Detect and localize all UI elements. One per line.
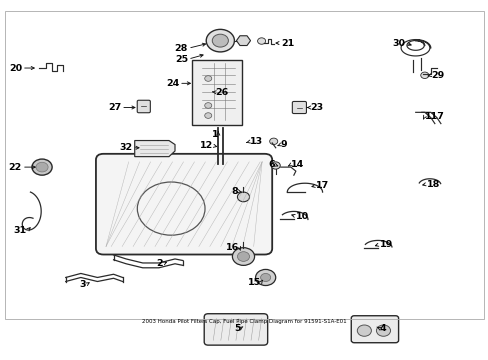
Text: 22: 22	[9, 163, 22, 172]
Text: 5: 5	[233, 324, 240, 333]
Circle shape	[257, 38, 265, 44]
Circle shape	[237, 192, 249, 202]
Text: 10: 10	[295, 212, 308, 221]
Text: 21: 21	[280, 39, 293, 48]
Text: 17: 17	[315, 181, 328, 190]
Polygon shape	[236, 36, 250, 45]
Text: 16: 16	[226, 243, 239, 252]
Text: 6: 6	[267, 160, 274, 169]
Text: 23: 23	[309, 103, 323, 112]
Text: 30: 30	[392, 39, 405, 48]
Text: 117: 117	[424, 112, 444, 121]
FancyBboxPatch shape	[292, 102, 306, 113]
Circle shape	[420, 72, 428, 78]
Circle shape	[269, 138, 277, 145]
Circle shape	[271, 162, 280, 169]
Text: 20: 20	[9, 63, 22, 72]
Text: 4: 4	[379, 324, 386, 333]
Text: 27: 27	[108, 103, 121, 112]
Circle shape	[204, 103, 211, 108]
Text: 2: 2	[156, 259, 163, 268]
Text: 28: 28	[174, 44, 188, 53]
Text: 15: 15	[247, 278, 260, 287]
Polygon shape	[134, 140, 175, 157]
Text: 3: 3	[79, 280, 86, 289]
FancyBboxPatch shape	[204, 314, 267, 345]
Text: 14: 14	[290, 160, 304, 169]
Text: 9: 9	[280, 140, 287, 149]
Text: 24: 24	[165, 79, 179, 88]
Text: 2003 Honda Pilot Filters Cap, Fuel Pipe Clamp Diagram for 91591-S1A-E01: 2003 Honda Pilot Filters Cap, Fuel Pipe …	[142, 319, 346, 324]
Text: 12: 12	[200, 141, 213, 150]
FancyBboxPatch shape	[191, 60, 242, 125]
Text: 29: 29	[430, 71, 443, 80]
Text: 31: 31	[14, 226, 27, 235]
Circle shape	[255, 269, 275, 285]
Text: 32: 32	[120, 143, 132, 152]
Text: 13: 13	[249, 137, 262, 146]
Circle shape	[204, 113, 211, 118]
Text: 19: 19	[379, 240, 392, 249]
Circle shape	[260, 274, 270, 282]
Circle shape	[212, 34, 228, 47]
Text: 18: 18	[426, 180, 439, 189]
Circle shape	[206, 30, 234, 52]
FancyBboxPatch shape	[96, 154, 272, 255]
FancyBboxPatch shape	[137, 100, 150, 113]
Text: 8: 8	[231, 187, 238, 196]
Circle shape	[32, 159, 52, 175]
Circle shape	[237, 252, 249, 261]
Text: 1: 1	[211, 130, 218, 139]
Circle shape	[204, 76, 211, 81]
Text: 25: 25	[175, 55, 188, 64]
Text: 26: 26	[215, 88, 228, 97]
Circle shape	[232, 248, 254, 265]
Circle shape	[36, 162, 48, 172]
FancyBboxPatch shape	[350, 316, 398, 343]
Circle shape	[376, 325, 390, 336]
Circle shape	[357, 325, 371, 336]
